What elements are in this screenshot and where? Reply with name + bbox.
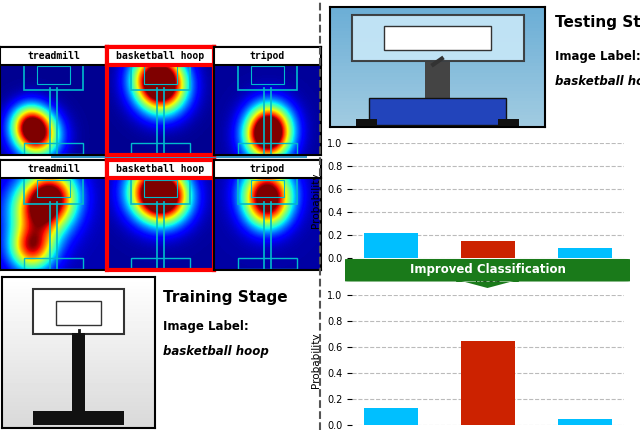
Text: tripod: tripod: [250, 164, 285, 174]
Bar: [237, 258, 298, 269]
Bar: [356, 119, 378, 126]
Text: tripod: tripod: [250, 51, 285, 61]
Bar: [364, 408, 418, 425]
Bar: [237, 171, 298, 204]
Bar: [24, 171, 83, 204]
Bar: [384, 26, 492, 50]
Bar: [461, 341, 515, 425]
Bar: [237, 58, 298, 90]
Bar: [24, 143, 83, 154]
Bar: [33, 412, 124, 425]
Text: basketball hoop: basketball hoop: [116, 51, 205, 61]
Bar: [252, 180, 284, 197]
Bar: [56, 301, 102, 326]
FancyBboxPatch shape: [342, 259, 633, 282]
Bar: [237, 143, 298, 154]
Bar: [131, 143, 191, 154]
Bar: [24, 58, 83, 90]
Text: basketball hoop: basketball hoop: [116, 164, 205, 174]
Bar: [72, 333, 85, 421]
Text: Improved Classification: Improved Classification: [410, 263, 565, 276]
Bar: [38, 67, 70, 84]
Bar: [461, 241, 515, 258]
Text: Training Stage: Training Stage: [163, 290, 287, 305]
Bar: [364, 233, 418, 258]
Text: Attention Separability: Attention Separability: [102, 141, 257, 154]
Text: treadmill: treadmill: [27, 51, 80, 61]
Y-axis label: Probability: Probability: [311, 173, 321, 228]
Bar: [498, 119, 519, 126]
Bar: [369, 98, 506, 125]
Bar: [24, 258, 83, 269]
Text: Image Label:: Image Label:: [163, 320, 249, 333]
Text: basketball hoop: basketball hoop: [555, 75, 640, 88]
Bar: [252, 67, 284, 84]
Text: Image Label:: Image Label:: [555, 50, 640, 63]
Bar: [131, 258, 191, 269]
Bar: [351, 15, 524, 61]
Bar: [33, 289, 124, 335]
Bar: [558, 248, 612, 258]
Bar: [131, 58, 191, 90]
Bar: [131, 171, 191, 204]
Bar: [145, 67, 177, 84]
Text: Testing Stage: Testing Stage: [555, 15, 640, 30]
Text: basketball hoop: basketball hoop: [163, 345, 269, 358]
FancyArrow shape: [456, 280, 519, 288]
Bar: [424, 62, 451, 101]
Text: treadmill: treadmill: [27, 164, 80, 174]
Y-axis label: Probability: Probability: [311, 332, 321, 388]
Bar: [145, 180, 177, 197]
Bar: [38, 180, 70, 197]
Bar: [558, 418, 612, 425]
